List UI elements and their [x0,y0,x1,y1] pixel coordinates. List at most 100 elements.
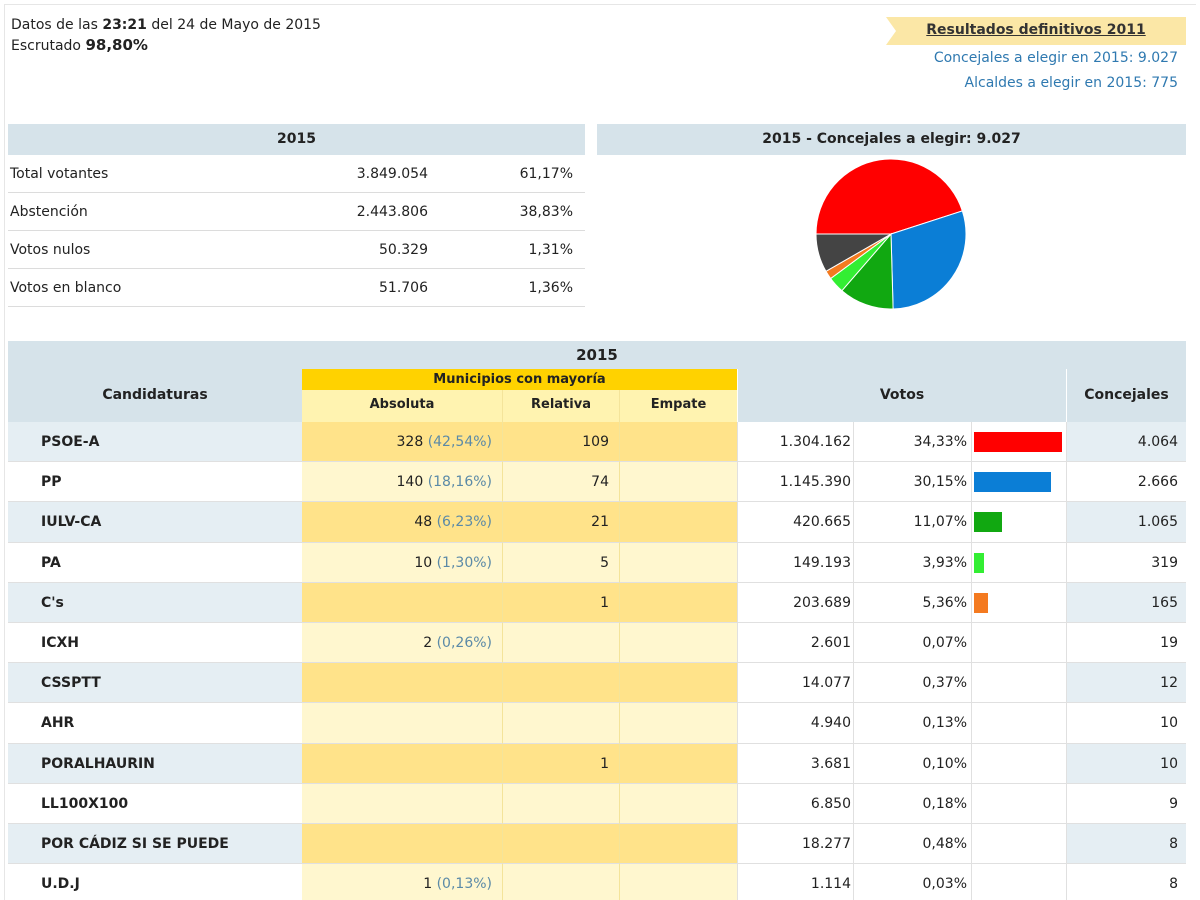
candidate-name: POR CÁDIZ SI SE PUEDE [8,823,302,865]
results-2011-link[interactable]: Resultados definitivos 2011 [926,22,1146,38]
table-row: IULV-CA 48 (6,23%) 21 420.665 11,07% 1.065 [8,502,1186,543]
candidate-name: IULV-CA [8,502,302,543]
votes-count: 149.193 [737,542,854,583]
col-absoluta: Absoluta [302,390,503,422]
turnout-summary-table: 2015 Total votantes 3.849.054 61,17% Abs… [8,124,585,307]
relativa-cell [503,864,620,900]
empate-cell [620,462,737,503]
absoluta-pct: (42,54%) [427,434,492,450]
page-frame [4,4,1196,900]
absoluta-cell [302,703,503,744]
summary-value: 50.329 [379,242,428,258]
update-timestamp: Datos de las 23:21 del 24 de Mayo de 201… [11,15,321,35]
candidate-name: ICXH [8,622,302,664]
absoluta-pct: (1,30%) [436,554,492,571]
col-concejales: Concejales [1066,369,1186,422]
table-row: PORALHAURIN 1 3.681 0,10% 10 [8,743,1186,784]
table-row: PSOE-A 328 (42,54%) 109 1.304.162 34,33% 4.06… [8,422,1186,463]
votes-count: 1.145.390 [737,462,854,503]
table-row: AHR 4.940 0,13% 10 [8,703,1186,744]
absoluta-count: 328 [396,434,424,450]
concejales-pie-panel: 2015 - Concejales a elegir: 9.027 [597,124,1186,324]
candidate-name: PSOE-A [8,422,302,463]
candidate-name: PA [8,542,302,583]
empate-cell [620,783,737,824]
empate-cell [620,502,737,543]
concejales-count: 9 [1066,783,1186,824]
relativa-cell: 74 [503,462,620,503]
votes-pct: 3,93% [854,542,972,583]
absoluta-pct: (0,26%) [436,634,492,651]
concejales-count: 10 [1066,743,1186,784]
summary-row: Total votantes 3.849.054 61,17% [8,155,585,193]
concejales-count: 8 [1066,864,1186,900]
update-info: Datos de las 23:21 del 24 de Mayo de 201… [11,15,321,56]
relativa-cell [503,622,620,664]
absoluta-cell [302,823,503,865]
votes-count: 1.114 [737,864,854,900]
summary-row: Abstención 2.443.806 38,83% [8,193,585,231]
empate-cell [620,703,737,744]
votes-bar-cell [972,703,1066,744]
relativa-cell: 109 [503,422,620,463]
empate-cell [620,542,737,583]
table-row: PP 140 (18,16%) 74 1.145.390 30,15% 2.666 [8,462,1186,503]
votes-bar-cell [972,864,1066,900]
relativa-cell: 21 [503,502,620,543]
votes-pct: 11,07% [854,502,972,543]
concejales-count: 4.064 [1066,422,1186,463]
summary-pct: 38,83% [519,204,573,220]
votes-pct: 0,07% [854,622,972,664]
ribbon-shape [886,17,1186,45]
col-candidaturas: Candidaturas [8,369,302,422]
votes-pct: 0,03% [854,864,972,900]
votes-bar-cell [972,422,1066,463]
votes-count: 6.850 [737,783,854,824]
empate-cell [620,622,737,664]
update-time: 23:21 [102,17,147,33]
votes-bar-cell [972,663,1066,704]
candidate-name: C's [8,582,302,623]
col-empate: Empate [620,390,737,422]
table-row: U.D.J 1 (0,13%) 1.114 0,03% 8 [8,864,1186,900]
votes-count: 1.304.162 [737,422,854,463]
table-row: ICXH 2 (0,26%) 2.601 0,07% 19 [8,622,1186,664]
relativa-cell: 1 [503,743,620,784]
votes-count: 18.277 [737,823,854,865]
results-2011-ribbon[interactable]: Resultados definitivos 2011 [886,17,1186,45]
scrutiny-line: Escrutado 98,80% [11,35,321,56]
summary-label: Total votantes [10,166,109,182]
table-row: POR CÁDIZ SI SE PUEDE 18.277 0,48% 8 [8,823,1186,865]
votes-bar-cell [972,582,1066,623]
votes-bar [974,592,988,613]
relativa-cell: 5 [503,542,620,583]
date-suffix: del 24 de Mayo de 2015 [151,17,321,33]
candidate-name: LL100X100 [8,783,302,824]
concejales-line: Concejales a elegir en 2015: 9.027 [933,50,1178,66]
candidate-name: CSSPTT [8,663,302,704]
empate-cell [620,864,737,900]
votes-bar-cell [972,462,1066,503]
summary-row: Votos nulos 50.329 1,31% [8,231,585,269]
empate-cell [620,663,737,704]
votes-bar [974,552,984,573]
votes-pct: 30,15% [854,462,972,503]
votes-count: 203.689 [737,582,854,623]
alcaldes-line: Alcaldes a elegir en 2015: 775 [964,75,1178,91]
absoluta-cell [302,743,503,784]
votes-bar-cell [972,622,1066,664]
absoluta-pct: (0,13%) [436,876,492,893]
empate-cell [620,743,737,784]
votes-pct: 0,37% [854,663,972,704]
votes-pct: 0,13% [854,703,972,744]
scrutiny-value: 98,80% [85,36,148,54]
concejales-count: 1.065 [1066,502,1186,543]
candidate-name: AHR [8,703,302,744]
relativa-cell [503,823,620,865]
votes-bar-cell [972,743,1066,784]
table-row: CSSPTT 14.077 0,37% 12 [8,663,1186,704]
date-prefix: Datos de las [11,17,98,33]
summary-pct: 1,36% [528,280,573,296]
concejales-count: 319 [1066,542,1186,583]
votes-bar-cell [972,783,1066,824]
